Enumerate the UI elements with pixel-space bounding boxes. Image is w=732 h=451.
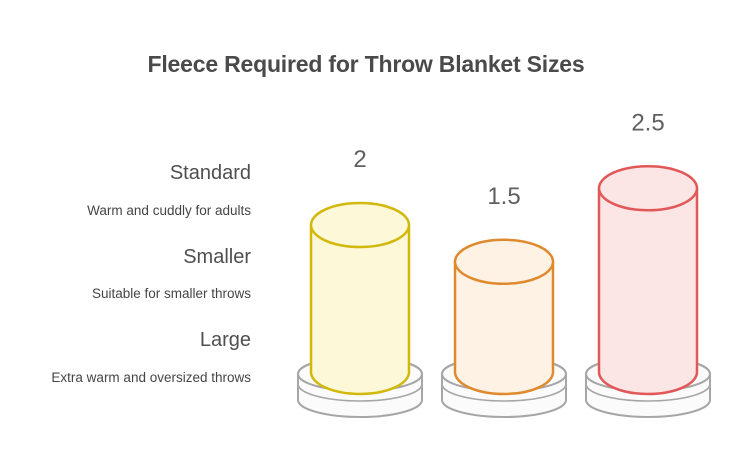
pedestal-seam — [297, 383, 423, 402]
category-legend: Standard Warm and cuddly for adults Smal… — [0, 0, 251, 451]
bar-value-label-smaller: 1.5 — [487, 183, 520, 210]
bar-value-label-standard: 2 — [353, 146, 366, 173]
category-label-large: Large — [199, 329, 251, 351]
cylinder-top-large — [597, 165, 699, 212]
pedestal-seam — [441, 383, 567, 402]
category-label-standard: Standard — [169, 162, 251, 184]
cylinder-top-standard — [309, 201, 411, 249]
cylinder-body-smaller — [453, 261, 555, 396]
cylinder-body-standard — [309, 225, 411, 396]
chart-title: Fleece Required for Throw Blanket Sizes — [147, 51, 585, 77]
cylinder-group-large: 2.5 — [585, 109, 711, 418]
cylinder-group-smaller: 1.5 — [441, 183, 567, 418]
cylinder-body-large — [597, 188, 699, 396]
category-description-standard: Warm and cuddly for adults — [87, 203, 251, 218]
bar-value-label-large: 2.5 — [631, 109, 664, 136]
category-description-smaller: Suitable for smaller throws — [91, 286, 251, 301]
category-description-large: Extra warm and oversized throws — [51, 370, 251, 385]
category-label-smaller: Smaller — [183, 246, 251, 268]
pedestal-seam — [585, 383, 711, 402]
cylinder-top-smaller — [453, 238, 555, 285]
cylinder-group-standard: 2 — [297, 146, 423, 418]
